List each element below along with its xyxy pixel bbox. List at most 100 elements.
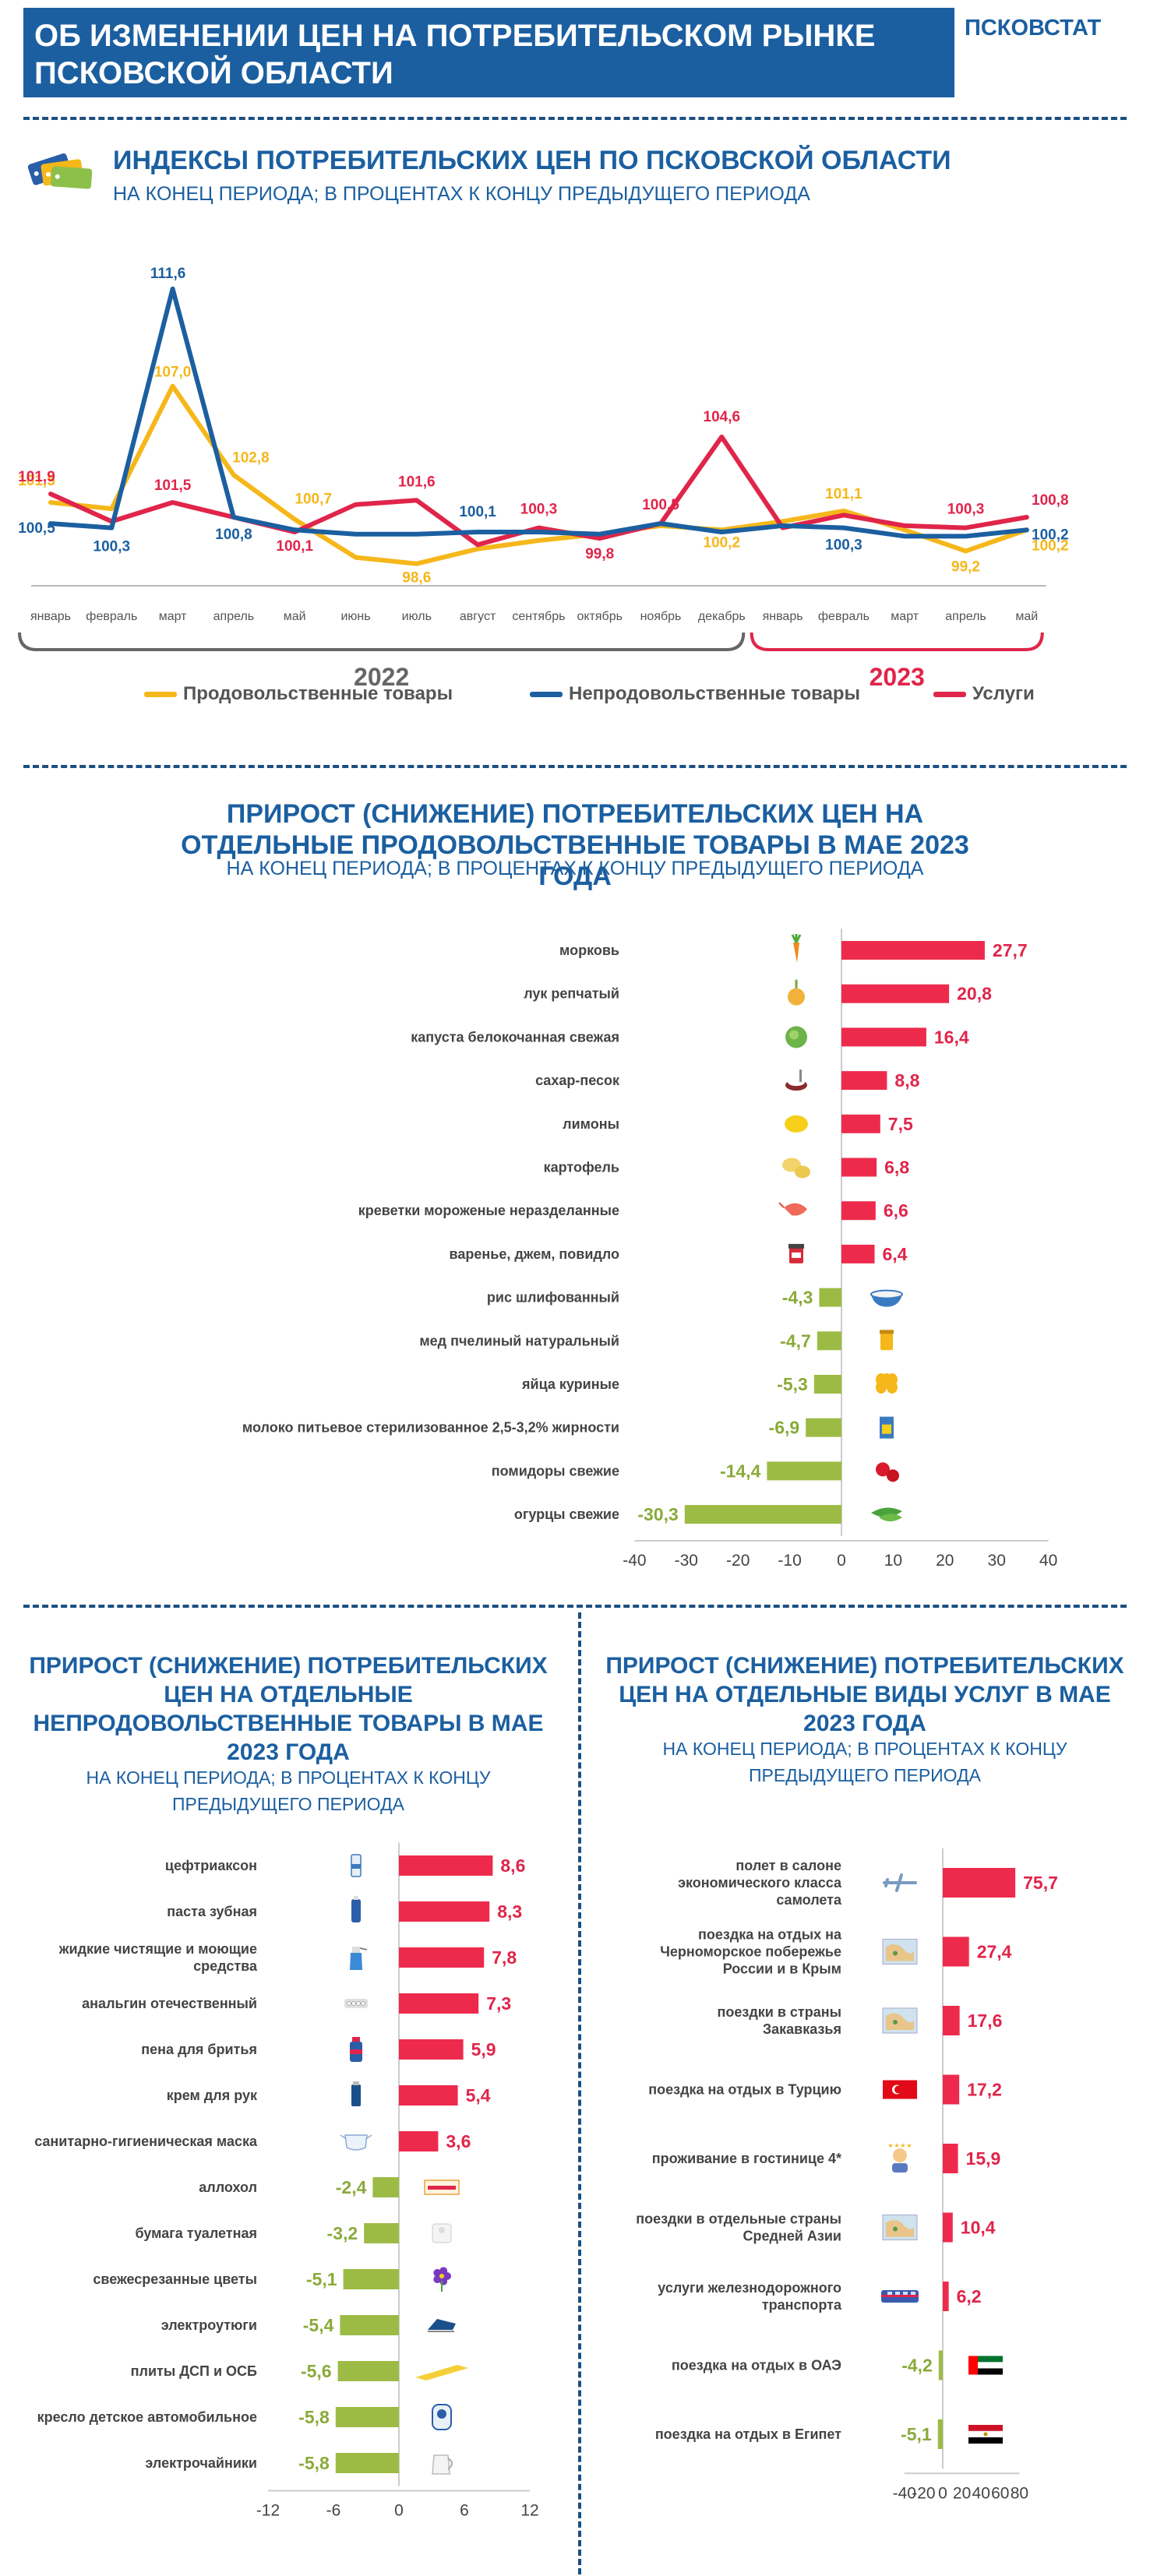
value-label: 10,4 xyxy=(961,2218,996,2238)
bar xyxy=(937,2419,943,2449)
category-label: рис шлифованный xyxy=(487,1290,619,1306)
category-label: лук репчатый xyxy=(524,986,619,1002)
bar xyxy=(819,1288,841,1307)
category-label: услуги железнодорожного транспорта xyxy=(658,2280,842,2313)
toilet-paper-icon xyxy=(432,2223,452,2243)
eggs-icon xyxy=(876,1373,898,1394)
x-tick-label: 12 xyxy=(520,2502,538,2520)
category-label: свежесрезанные цветы xyxy=(93,2271,257,2287)
data-label: 100,3 xyxy=(947,502,985,518)
x-tick-label: 60 xyxy=(991,2484,1009,2502)
jam-icon xyxy=(788,1243,804,1263)
mask-icon xyxy=(340,2134,372,2151)
x-tick-label: -20 xyxy=(726,1552,750,1570)
value-label: -30,3 xyxy=(637,1504,678,1524)
category-label: креветки мороженые неразделанные xyxy=(358,1203,619,1218)
header-banner xyxy=(23,8,954,97)
bars xyxy=(937,1868,1016,2449)
x-tick-label: август xyxy=(460,610,496,623)
category-label: мед пчелиный натуральный xyxy=(419,1333,619,1348)
x-tick-label: -6 xyxy=(326,2502,341,2520)
category-label: полет в салоне экономического класса самол… xyxy=(678,1858,842,1908)
bar xyxy=(399,1855,493,1876)
legend-swatch-services xyxy=(933,691,966,697)
value-label: 5,4 xyxy=(466,2085,491,2106)
data-label: 100,7 xyxy=(295,492,332,508)
legend-label-services: Услуги xyxy=(972,683,1035,704)
item-icons: ★ ★ ★ ★ xyxy=(881,1873,1004,2444)
brand-name: ПСКОВСТАТ xyxy=(965,16,1102,41)
train-icon xyxy=(881,2290,919,2303)
value-label: -14,4 xyxy=(720,1461,761,1481)
category-label: цефтриаксон xyxy=(165,1858,257,1873)
bar xyxy=(841,1071,887,1091)
data-label: 104,6 xyxy=(704,409,741,425)
section-divider xyxy=(23,1605,1127,1608)
value-label: 7,5 xyxy=(888,1114,913,1134)
rice-icon xyxy=(870,1289,903,1307)
svg-text:★: ★ xyxy=(900,2142,905,2149)
x-tick-label: февраль xyxy=(818,610,870,623)
legend-item-food: Продовольственные товары xyxy=(144,683,453,705)
bar xyxy=(340,2315,399,2335)
category-label: санитарно-гигиеническая маска xyxy=(34,2134,258,2149)
services-title: ПРИРОСТ (СНИЖЕНИЕ) ПОТРЕБИТЕЛЬСКИХ ЦЕН Н… xyxy=(605,1653,1124,1736)
value-labels: 27,7 20,8 16,4 8,8 7,5 6,8 6,6 6,4 -4,3 -4,7 -5,3 -… xyxy=(637,940,1027,1524)
bar xyxy=(335,2453,399,2473)
x-tick-label: -12 xyxy=(256,2502,280,2520)
x-tick-label: октябрь xyxy=(577,610,622,623)
bar xyxy=(943,1936,969,1967)
x-tick-labels: -40-20 0 20 40 60 80 xyxy=(893,2484,1028,2502)
bar xyxy=(399,1901,490,1922)
column-divider xyxy=(578,1612,581,2574)
data-label: 100,2 xyxy=(704,534,741,551)
data-label: 100,5 xyxy=(642,497,679,513)
cucumber-icon xyxy=(871,1507,902,1522)
x-tick-label: 40 xyxy=(972,2484,990,2502)
bar xyxy=(399,2131,439,2151)
year-bracket xyxy=(18,632,746,651)
x-tick-label: 0 xyxy=(938,2484,947,2502)
x-tick-label: -40 xyxy=(623,1552,646,1570)
value-label: -2,4 xyxy=(336,2177,367,2197)
bar xyxy=(841,1027,926,1047)
map-icon xyxy=(882,2007,918,2034)
value-label: -5,1 xyxy=(901,2424,932,2444)
honey-icon xyxy=(880,1330,894,1351)
bar xyxy=(841,941,985,960)
value-label: 6,2 xyxy=(957,2286,982,2306)
value-label: 15,9 xyxy=(966,2148,1001,2169)
food-title: ПРИРОСТ (СНИЖЕНИЕ) ПОТРЕБИТЕЛЬСКИХ ЦЕН Н… xyxy=(181,799,969,891)
value-labels: 8,6 8,3 7,8 7,3 5,9 5,4 3,6 -2,4 -3,2 -5,1 -5,4 -5,… xyxy=(298,1855,525,2473)
tomato-icon xyxy=(876,1462,899,1482)
nonfood-subtitle: НА КОНЕЦ ПЕРИОДА; В ПРОЦЕНТАХ К КОНЦУ ПР… xyxy=(86,1767,491,1814)
data-label: 100,5 xyxy=(18,520,55,537)
x-tick-label: -10 xyxy=(778,1552,801,1570)
value-label: -4,2 xyxy=(901,2356,933,2376)
cpi-title: ИНДЕКСЫ ПОТРЕБИТЕЛЬСКИХ ЦЕН ПО ПСКОВСКОЙ… xyxy=(113,146,951,175)
svg-text:★: ★ xyxy=(906,2142,912,2149)
data-label: 100,2 xyxy=(1032,537,1069,554)
data-label: 101,5 xyxy=(154,477,192,494)
cabbage-icon xyxy=(785,1026,807,1048)
cpi-subtitle: НА КОНЕЦ ПЕРИОДА; В ПРОЦЕНТАХ К КОНЦУ ПР… xyxy=(113,183,810,205)
svg-text:★: ★ xyxy=(887,2142,893,2149)
legend-label-nonfood: Непродовольственные товары xyxy=(569,683,861,704)
bar xyxy=(943,2212,953,2243)
x-tick-label: апрель xyxy=(945,610,986,623)
x-tick-label: 0 xyxy=(837,1552,846,1570)
category-label: крем для рук xyxy=(167,2088,258,2103)
value-label: -5,4 xyxy=(303,2315,334,2335)
cream-tube-icon xyxy=(351,2081,361,2106)
item-icons xyxy=(340,1854,468,2475)
egypt-flag-icon xyxy=(968,2425,1004,2444)
legend-swatch-nonfood xyxy=(530,691,563,697)
food-subtitle: НА КОНЕЦ ПЕРИОДА; В ПРОЦЕНТАХ К КОНЦУ ПР… xyxy=(226,858,924,879)
vial-icon xyxy=(351,1854,362,1877)
data-label: 99,8 xyxy=(585,546,614,562)
bar xyxy=(813,1375,841,1394)
category-label: аллохол xyxy=(199,2180,257,2195)
category-label: электроутюги xyxy=(161,2317,257,2333)
lemon-icon xyxy=(785,1115,808,1133)
category-label: бумага туалетная xyxy=(136,2225,257,2241)
